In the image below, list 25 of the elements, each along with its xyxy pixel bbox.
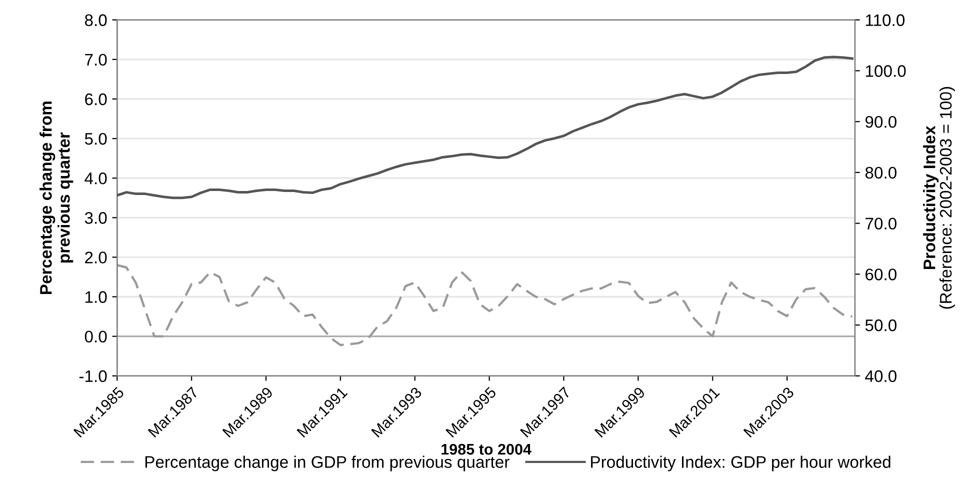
y-axis-title: Percentage change from previous quarter <box>40 102 74 294</box>
y-tick-label: 1.0 <box>86 291 107 303</box>
y2-tick-label: 80.0 <box>865 166 896 179</box>
y2-tick-label: 50.0 <box>865 319 896 332</box>
y-tick-label: 3.0 <box>84 212 107 224</box>
y-tick-label: 7.0 <box>85 54 107 66</box>
y-tick-label: 5.0 <box>84 132 107 145</box>
y2-tick-label: 90.0 <box>865 116 896 128</box>
y-tick-label: -1.0 <box>79 370 107 382</box>
y-tick-label: 6.0 <box>85 93 107 106</box>
x-axis-title: 1985 to 2004 <box>442 444 532 455</box>
y2-axis-title: Productivity Index (Reference: 2002-2003 = 100) <box>923 87 955 309</box>
y2-tick-label: 110.0 <box>866 14 905 26</box>
y-tick-label: 8.0 <box>84 14 107 26</box>
y-tick-label: 0.0 <box>84 330 107 343</box>
y-tick-label: 4.0 <box>84 172 107 184</box>
y2-tick-label: 100.0 <box>866 65 906 77</box>
line-series <box>117 56 854 200</box>
y2-tick-label: 70.0 <box>866 218 896 230</box>
y-tick-label: 2.0 <box>85 252 107 264</box>
y2-tick-label: 40.0 <box>865 370 896 382</box>
y2-tick-label: 60.0 <box>866 268 896 280</box>
legend-label: Productivity Index: GDP per hour worked <box>591 456 890 472</box>
line-series <box>117 264 854 346</box>
legend-label: Percentage change in GDP from previous quarter <box>145 456 510 472</box>
